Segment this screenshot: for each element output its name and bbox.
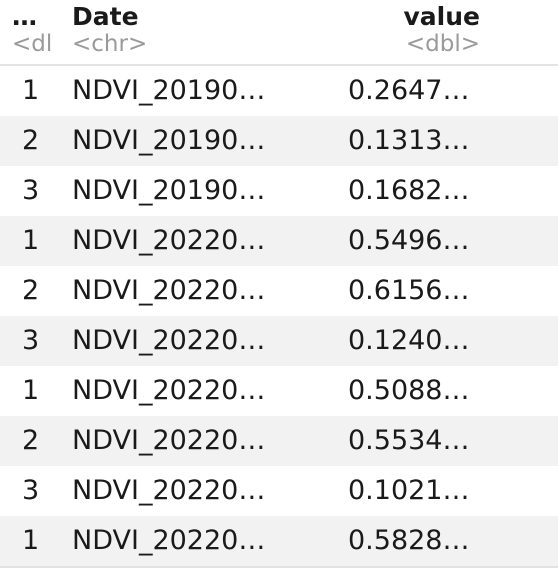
cell-index: 3 [22,175,40,206]
cell-value: 0.1240… [348,325,470,356]
table-row[interactable]: 3 NDVI_20220… 0.1240… [0,316,558,366]
table-row[interactable]: 3 NDVI_20220… 0.1021… [0,466,558,516]
cell-date: NDVI_20220… [72,425,266,456]
cell-value: 0.5496… [348,225,470,256]
cell-index: 1 [22,75,40,106]
cell-index: 2 [22,275,40,306]
cell-index: 3 [22,325,40,356]
cell-value: 0.2647… [348,75,470,106]
cell-index: 1 [22,225,40,256]
table-row[interactable]: 1 NDVI_20220… 0.5496… [0,216,558,266]
cell-index: 2 [22,425,40,456]
cell-value: 0.5088… [348,375,470,406]
cell-value: 0.5828… [348,525,470,556]
column-type-date: <chr> [72,31,148,57]
cell-value: 0.1313… [348,125,470,156]
cell-date: NDVI_20220… [72,525,266,556]
table-header: … <dl Date <chr> value <dbl> [0,0,558,66]
cell-index: 1 [22,375,40,406]
table-bottom-rule [0,566,558,568]
column-header-date[interactable]: Date [72,2,139,31]
cell-value: 0.1021… [348,475,470,506]
table-row[interactable]: 1 NDVI_20220… 0.5088… [0,366,558,416]
table-row[interactable]: 2 NDVI_20220… 0.5534… [0,416,558,466]
cell-index: 3 [22,475,40,506]
table-row[interactable]: 1 NDVI_20220… 0.5828… [0,516,558,566]
cell-value: 0.5534… [348,425,470,456]
table-row[interactable]: 2 NDVI_20220… 0.6156… [0,266,558,316]
cell-date: NDVI_20190… [72,125,266,156]
table-row[interactable]: 2 NDVI_20190… 0.1313… [0,116,558,166]
cell-date: NDVI_20190… [72,175,266,206]
cell-date: NDVI_20220… [72,275,266,306]
column-header-index[interactable]: … [12,2,37,31]
cell-date: NDVI_20220… [72,475,266,506]
column-type-index: <dl [12,31,53,57]
cell-date: NDVI_20220… [72,225,266,256]
cell-value: 0.1682… [348,175,470,206]
cell-index: 1 [22,525,40,556]
cell-index: 2 [22,125,40,156]
table-row[interactable]: 1 NDVI_20190… 0.2647… [0,66,558,116]
cell-date: NDVI_20190… [72,75,266,106]
column-header-value[interactable]: value [403,2,481,31]
cell-date: NDVI_20220… [72,325,266,356]
cell-date: NDVI_20220… [72,375,266,406]
cell-value: 0.6156… [348,275,470,306]
column-type-value: <dbl> [405,31,480,57]
table-row[interactable]: 3 NDVI_20190… 0.1682… [0,166,558,216]
